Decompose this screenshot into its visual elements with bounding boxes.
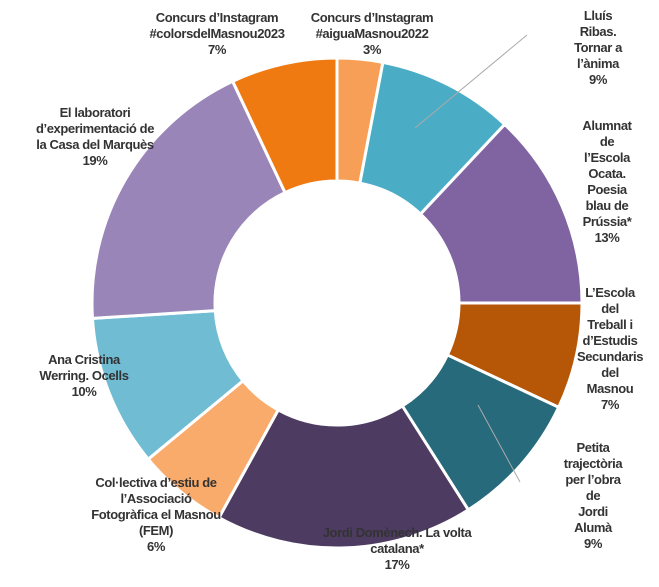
percent-label: 3% (363, 42, 381, 57)
category-label: Lluís Ribas. Tornar a l’ànima (574, 8, 622, 71)
percent-label: 17% (384, 557, 410, 572)
category-label: Concurs d’Instagram #aiguaMasnou2022 (310, 10, 434, 41)
percent-label: 19% (82, 153, 108, 168)
data-label: L’Escola del Treball i d’Estudis Secunda… (577, 285, 643, 413)
category-label: Col·lectiva d’estiu de l’Associació Foto… (91, 475, 221, 538)
data-label: Col·lectiva d’estiu de l’Associació Foto… (91, 475, 221, 555)
donut-segment (418, 122, 584, 305)
percent-label: 9% (584, 536, 602, 551)
leader-line (414, 34, 528, 129)
data-label: Petita trajectòria per l’obra de Jordi A… (560, 440, 626, 552)
category-label: Jordi Domènech. La volta catalana* (322, 525, 472, 556)
category-label: Petita trajectòria per l’obra de Jordi A… (563, 440, 623, 535)
percent-label: 10% (71, 384, 97, 399)
category-label: Ana Cristina Werring. Ocells (39, 352, 129, 383)
donut-segment (216, 403, 471, 550)
category-label: L’Escola del Treball i d’Estudis Secunda… (576, 285, 644, 396)
donut-segment (230, 56, 339, 195)
data-label: Concurs d’Instagram #aiguaMasnou2022 3% (310, 10, 434, 58)
percent-label: 7% (208, 42, 226, 57)
data-label: Concurs d’Instagram #colorsdelMasnou2023… (149, 10, 284, 58)
data-label: Lluís Ribas. Tornar a l’ànima 9% (568, 8, 629, 88)
category-label: Alumnat de l’Escola Ocata. Poesia blau d… (582, 118, 632, 229)
donut-segment (90, 79, 288, 320)
percent-label: 13% (594, 230, 620, 245)
data-label: Ana Cristina Werring. Ocells 10% (39, 352, 129, 400)
category-label: Concurs d’Instagram #colorsdelMasnou2023 (149, 10, 285, 41)
percent-label: 7% (601, 397, 619, 412)
category-label: El laboratori d’experimentació de la Cas… (35, 105, 155, 152)
data-label: El laboratori d’experimentació de la Cas… (35, 105, 155, 169)
data-label: Alumnat de l’Escola Ocata. Poesia blau d… (581, 118, 633, 246)
percent-label: 9% (589, 72, 607, 87)
percent-label: 6% (147, 539, 165, 554)
data-label: Jordi Domènech. La volta catalana* 17% (323, 525, 472, 573)
leader-line (477, 404, 521, 483)
